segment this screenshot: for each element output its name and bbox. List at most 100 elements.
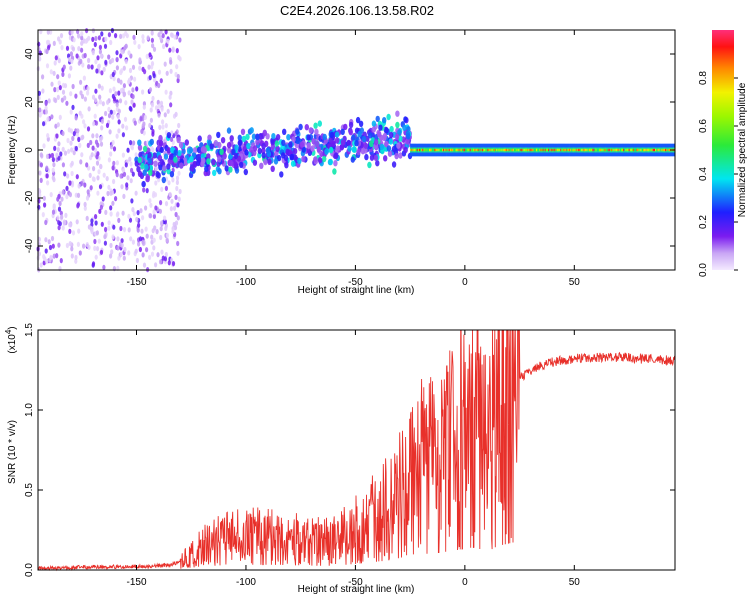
spectrogram-mark bbox=[143, 69, 147, 75]
spectrogram-mark bbox=[90, 152, 94, 158]
spectrogram-mark bbox=[61, 189, 65, 195]
spectrogram-mark bbox=[90, 218, 94, 224]
spectrogram-y-tick-label: -20 bbox=[24, 190, 35, 205]
spectrogram-mark bbox=[192, 147, 198, 154]
spectrogram-mark bbox=[251, 133, 257, 140]
spectrogram-mark bbox=[322, 155, 327, 163]
spectrogram-mark bbox=[202, 147, 207, 154]
spectrogram-mark bbox=[141, 38, 145, 44]
spectrogram-mark bbox=[369, 154, 375, 161]
spectrogram-mark bbox=[127, 227, 131, 233]
spectrogram-mark bbox=[131, 239, 135, 245]
spectrogram-mark bbox=[651, 148, 654, 152]
spectrogram-mark bbox=[78, 110, 82, 116]
spectrogram-mark bbox=[120, 184, 124, 190]
spectrogram-mark bbox=[44, 109, 49, 115]
spectrogram-mark bbox=[532, 148, 535, 152]
spectrogram-mark bbox=[99, 136, 103, 143]
spectrogram-mark bbox=[572, 148, 574, 152]
spectrogram-mark bbox=[143, 140, 147, 146]
spectrogram-mark bbox=[124, 162, 128, 168]
spectrogram-mark bbox=[170, 257, 174, 263]
spectrogram-mark bbox=[164, 185, 168, 191]
spectrogram-mark bbox=[132, 140, 136, 146]
spectrogram-mark bbox=[70, 160, 74, 166]
spectrogram-mark bbox=[433, 148, 435, 152]
spectrogram-mark bbox=[573, 148, 575, 152]
colorbar-tick-label: 0.0 bbox=[698, 263, 709, 277]
spectrogram-mark bbox=[666, 148, 668, 152]
spectrogram-mark bbox=[507, 148, 509, 152]
spectrogram-mark bbox=[518, 148, 520, 152]
spectrogram-mark bbox=[562, 148, 564, 152]
spectrogram-mark bbox=[347, 145, 352, 152]
spectrogram-mark bbox=[492, 148, 495, 152]
spectrogram-mark bbox=[206, 158, 211, 165]
spectrogram-mark bbox=[91, 133, 95, 139]
spectrogram-mark bbox=[517, 148, 519, 152]
spectrogram-mark bbox=[655, 148, 657, 152]
spectrogram-mark bbox=[301, 155, 306, 163]
spectrogram-mark bbox=[496, 148, 498, 152]
spectrogram-mark bbox=[94, 88, 98, 94]
spectrogram-mark bbox=[542, 148, 545, 152]
spectrogram-mark bbox=[521, 148, 524, 152]
spectrogram-mark bbox=[164, 201, 169, 207]
spectrogram-mark bbox=[246, 142, 251, 150]
spectrogram-mark bbox=[291, 136, 296, 143]
spectrogram-mark bbox=[419, 148, 421, 152]
spectrogram-mark bbox=[112, 178, 116, 185]
spectrogram-mark bbox=[96, 142, 100, 148]
spectrogram-mark bbox=[660, 148, 663, 152]
spectrogram-mark bbox=[464, 148, 466, 152]
spectrogram-mark bbox=[369, 140, 374, 147]
spectrogram-mark bbox=[119, 69, 123, 76]
spectrogram-mark bbox=[290, 160, 296, 167]
spectrogram-mark bbox=[46, 133, 50, 139]
spectrogram-mark bbox=[558, 148, 560, 152]
spectrogram-mark bbox=[116, 236, 120, 242]
spectrogram-mark bbox=[128, 105, 132, 111]
spectrogram-mark bbox=[67, 148, 71, 154]
spectrogram-mark bbox=[121, 132, 125, 138]
spectrogram-mark bbox=[37, 90, 42, 96]
spectrogram-mark bbox=[551, 148, 553, 152]
spectrogram-mark bbox=[74, 258, 78, 264]
spectrogram-mark bbox=[131, 87, 135, 93]
spectrogram-mark bbox=[397, 129, 402, 136]
spectrogram-mark bbox=[58, 114, 62, 120]
spectrogram-mark bbox=[62, 64, 66, 70]
spectrogram-mark bbox=[437, 148, 440, 152]
spectrogram-mark bbox=[317, 156, 323, 164]
spectrogram-mark bbox=[94, 214, 98, 220]
spectrogram-mark bbox=[69, 222, 73, 228]
spectrogram-mark bbox=[151, 228, 155, 234]
spectrogram-mark bbox=[78, 142, 82, 148]
spectrogram-mark bbox=[543, 148, 546, 152]
spectrogram-mark bbox=[42, 121, 46, 127]
spectrogram-mark bbox=[468, 148, 471, 152]
spectrogram-mark bbox=[664, 148, 666, 152]
spectrogram-y-label: Frequency (Hz) bbox=[7, 116, 18, 185]
spectrogram-mark bbox=[147, 152, 152, 159]
spectrogram-mark bbox=[161, 33, 165, 39]
spectrogram-mark bbox=[137, 222, 141, 228]
spectrogram-mark bbox=[523, 148, 526, 152]
spectrogram-mark bbox=[83, 52, 87, 59]
spectrogram-mark bbox=[217, 156, 222, 163]
spectrogram-mark bbox=[262, 129, 267, 136]
spectrogram-mark bbox=[550, 148, 552, 152]
spectrogram-mark bbox=[539, 148, 541, 152]
spectrogram-mark bbox=[455, 148, 457, 152]
spectrogram-mark bbox=[241, 135, 247, 142]
spectrogram-mark bbox=[581, 148, 583, 152]
spectrogram-mark bbox=[115, 160, 119, 166]
spectrogram-mark bbox=[162, 165, 167, 172]
spectrogram-mark bbox=[77, 183, 81, 189]
spectrogram-mark bbox=[146, 35, 150, 41]
spectrogram-mark bbox=[57, 155, 61, 161]
spectrogram-mark bbox=[339, 144, 344, 151]
spectrogram-mark bbox=[104, 59, 108, 65]
spectrogram-mark bbox=[100, 125, 104, 131]
spectrogram-mark bbox=[177, 170, 181, 176]
